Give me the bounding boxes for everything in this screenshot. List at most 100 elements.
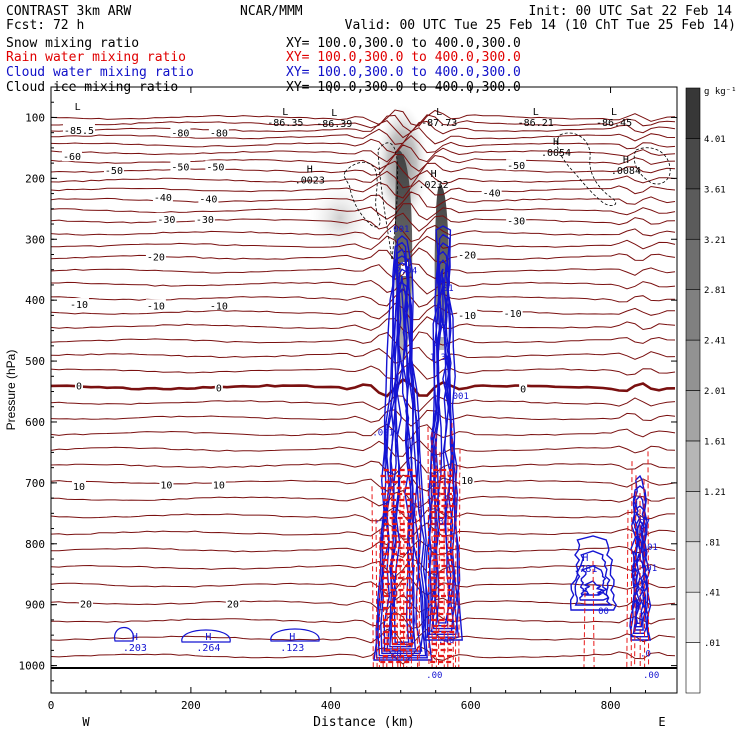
extremum-kind: L [331, 108, 337, 119]
colorbar-segment [685, 87, 701, 139]
colorbar-segment [685, 390, 701, 442]
temp-label: -60 [63, 152, 81, 163]
rain-contour [643, 479, 646, 669]
isotherm [51, 423, 676, 442]
field-value-label: .001 [388, 225, 410, 235]
rain-contour [418, 485, 421, 669]
isotherm [51, 577, 676, 596]
temp-label: -40 [199, 195, 217, 206]
temp-label-bg [145, 250, 166, 262]
field-xy-rain: XY= 100.0,300.0 to 400.0,300.0 [286, 50, 521, 65]
isotherm [51, 223, 676, 243]
temperature-labels: -85.5 -80 -80 -60 -50 -50 -50 -50 -40 -40 -40 -30 -3… [61, 123, 528, 611]
extremum-value: .781 [573, 564, 597, 575]
field-value-labels: .0012.0401H1.34.001.001.4.33H.9701.0100.… [372, 225, 659, 681]
temp-label-bg [170, 160, 191, 172]
field-value-label: 1.34 [430, 353, 452, 363]
y-tick-label: 100 [25, 111, 45, 124]
x-tick-label: 400 [321, 699, 341, 712]
colorbar-level: 2.01 [704, 387, 726, 397]
extremum-kind: H [553, 137, 559, 148]
colorbar-level: 3.61 [704, 185, 726, 195]
isotherm [51, 645, 676, 665]
rain-contour [410, 498, 413, 669]
temp-label: -40 [483, 189, 501, 200]
field-value-label: 01 [647, 543, 658, 553]
isotherm [51, 276, 676, 295]
cloud-ice-contours [343, 132, 671, 261]
isotherm [51, 109, 676, 127]
extremum-kind: H [289, 632, 295, 643]
cloud-water-contour [380, 255, 425, 655]
field-value-label: 01 [443, 284, 454, 294]
init-time: Init: 00 UTC Sat 22 Feb 14 [529, 4, 733, 19]
field-value-label: .33 [428, 517, 444, 527]
temp-label: -50 [507, 161, 525, 172]
cloud-ice-contour [343, 161, 381, 228]
temp-label-bg [103, 164, 124, 176]
temp-label: -30 [507, 217, 525, 228]
temp-label-bg [457, 309, 478, 321]
extremum-value: -86.45 [596, 118, 632, 129]
extremum-kind: H [205, 632, 211, 643]
temp-label-bg [78, 597, 93, 609]
forecast-hour: Fcst: 72 h [6, 18, 84, 33]
temp-label: 10 [213, 480, 225, 491]
temp-label: -40 [154, 193, 172, 204]
colorbar-segment [685, 339, 701, 391]
rain-contour [427, 427, 430, 669]
isotherm [51, 522, 676, 540]
x-axis: 0 200 400 600 800 [48, 87, 647, 712]
temp-label: 10 [461, 476, 473, 487]
temp-label: 0 [76, 382, 82, 393]
isotherm [51, 169, 676, 189]
rain-contour [371, 486, 374, 669]
isotherm [51, 316, 676, 336]
x-axis-west-label: W [82, 715, 90, 729]
colorbar-level: 1.21 [704, 488, 726, 498]
field-value-label: H [632, 500, 637, 510]
valid-time: Valid: 00 UTC Tue 25 Feb 14 (10 ChT Tue … [345, 18, 736, 33]
field-name-rain: Rain water mixing ratio [6, 50, 186, 65]
cloud-water-contour [634, 524, 647, 625]
isotherm [51, 212, 676, 232]
x-tick-label: 600 [461, 699, 481, 712]
temp-label-bg [506, 159, 527, 171]
extremum-value: -86.35 [267, 118, 303, 129]
isotherm [51, 490, 676, 509]
temp-label: 20 [227, 600, 239, 611]
field-value-label: .001 [447, 392, 469, 402]
field-name-cloud-water: Cloud water mixing ratio [6, 65, 194, 80]
temp-label-bg [519, 382, 528, 394]
rain-contour [583, 592, 586, 669]
temp-label-bg [208, 126, 229, 138]
isotherm [51, 302, 676, 321]
isotherm [51, 114, 676, 133]
colorbar-segment [685, 642, 701, 694]
extremum-value: -86.39 [316, 119, 352, 130]
rain-contours [371, 422, 650, 669]
cloud-ice-contour [556, 132, 617, 207]
x-tick-label: 0 [48, 699, 55, 712]
field-value-label: .4 [374, 515, 385, 525]
y-tick-label: 700 [25, 477, 45, 490]
colorbar-segment [685, 591, 701, 643]
rain-contour [634, 475, 637, 669]
rain-contour [592, 560, 595, 669]
temp-label-bg [74, 379, 83, 391]
colorbar-level: .01 [704, 639, 720, 649]
cloud-water-contour [579, 565, 610, 601]
temp-label: -20 [458, 251, 476, 262]
extremum-value: -87.73 [421, 118, 457, 129]
y-tick-label: 300 [25, 233, 45, 246]
snow-shading-anvil [310, 184, 370, 252]
isotherm [51, 628, 676, 647]
isotherm [51, 346, 676, 364]
rain-contour [630, 461, 633, 669]
isotherm [51, 154, 676, 172]
temp-label: -20 [147, 253, 165, 264]
colorbar: .01 .41 .81 1.21 1.61 2.01 2.41 2.81 3.21 3.61 4.0… [685, 87, 726, 694]
field-value-label: .001 [372, 428, 394, 438]
isotherm [51, 439, 676, 457]
